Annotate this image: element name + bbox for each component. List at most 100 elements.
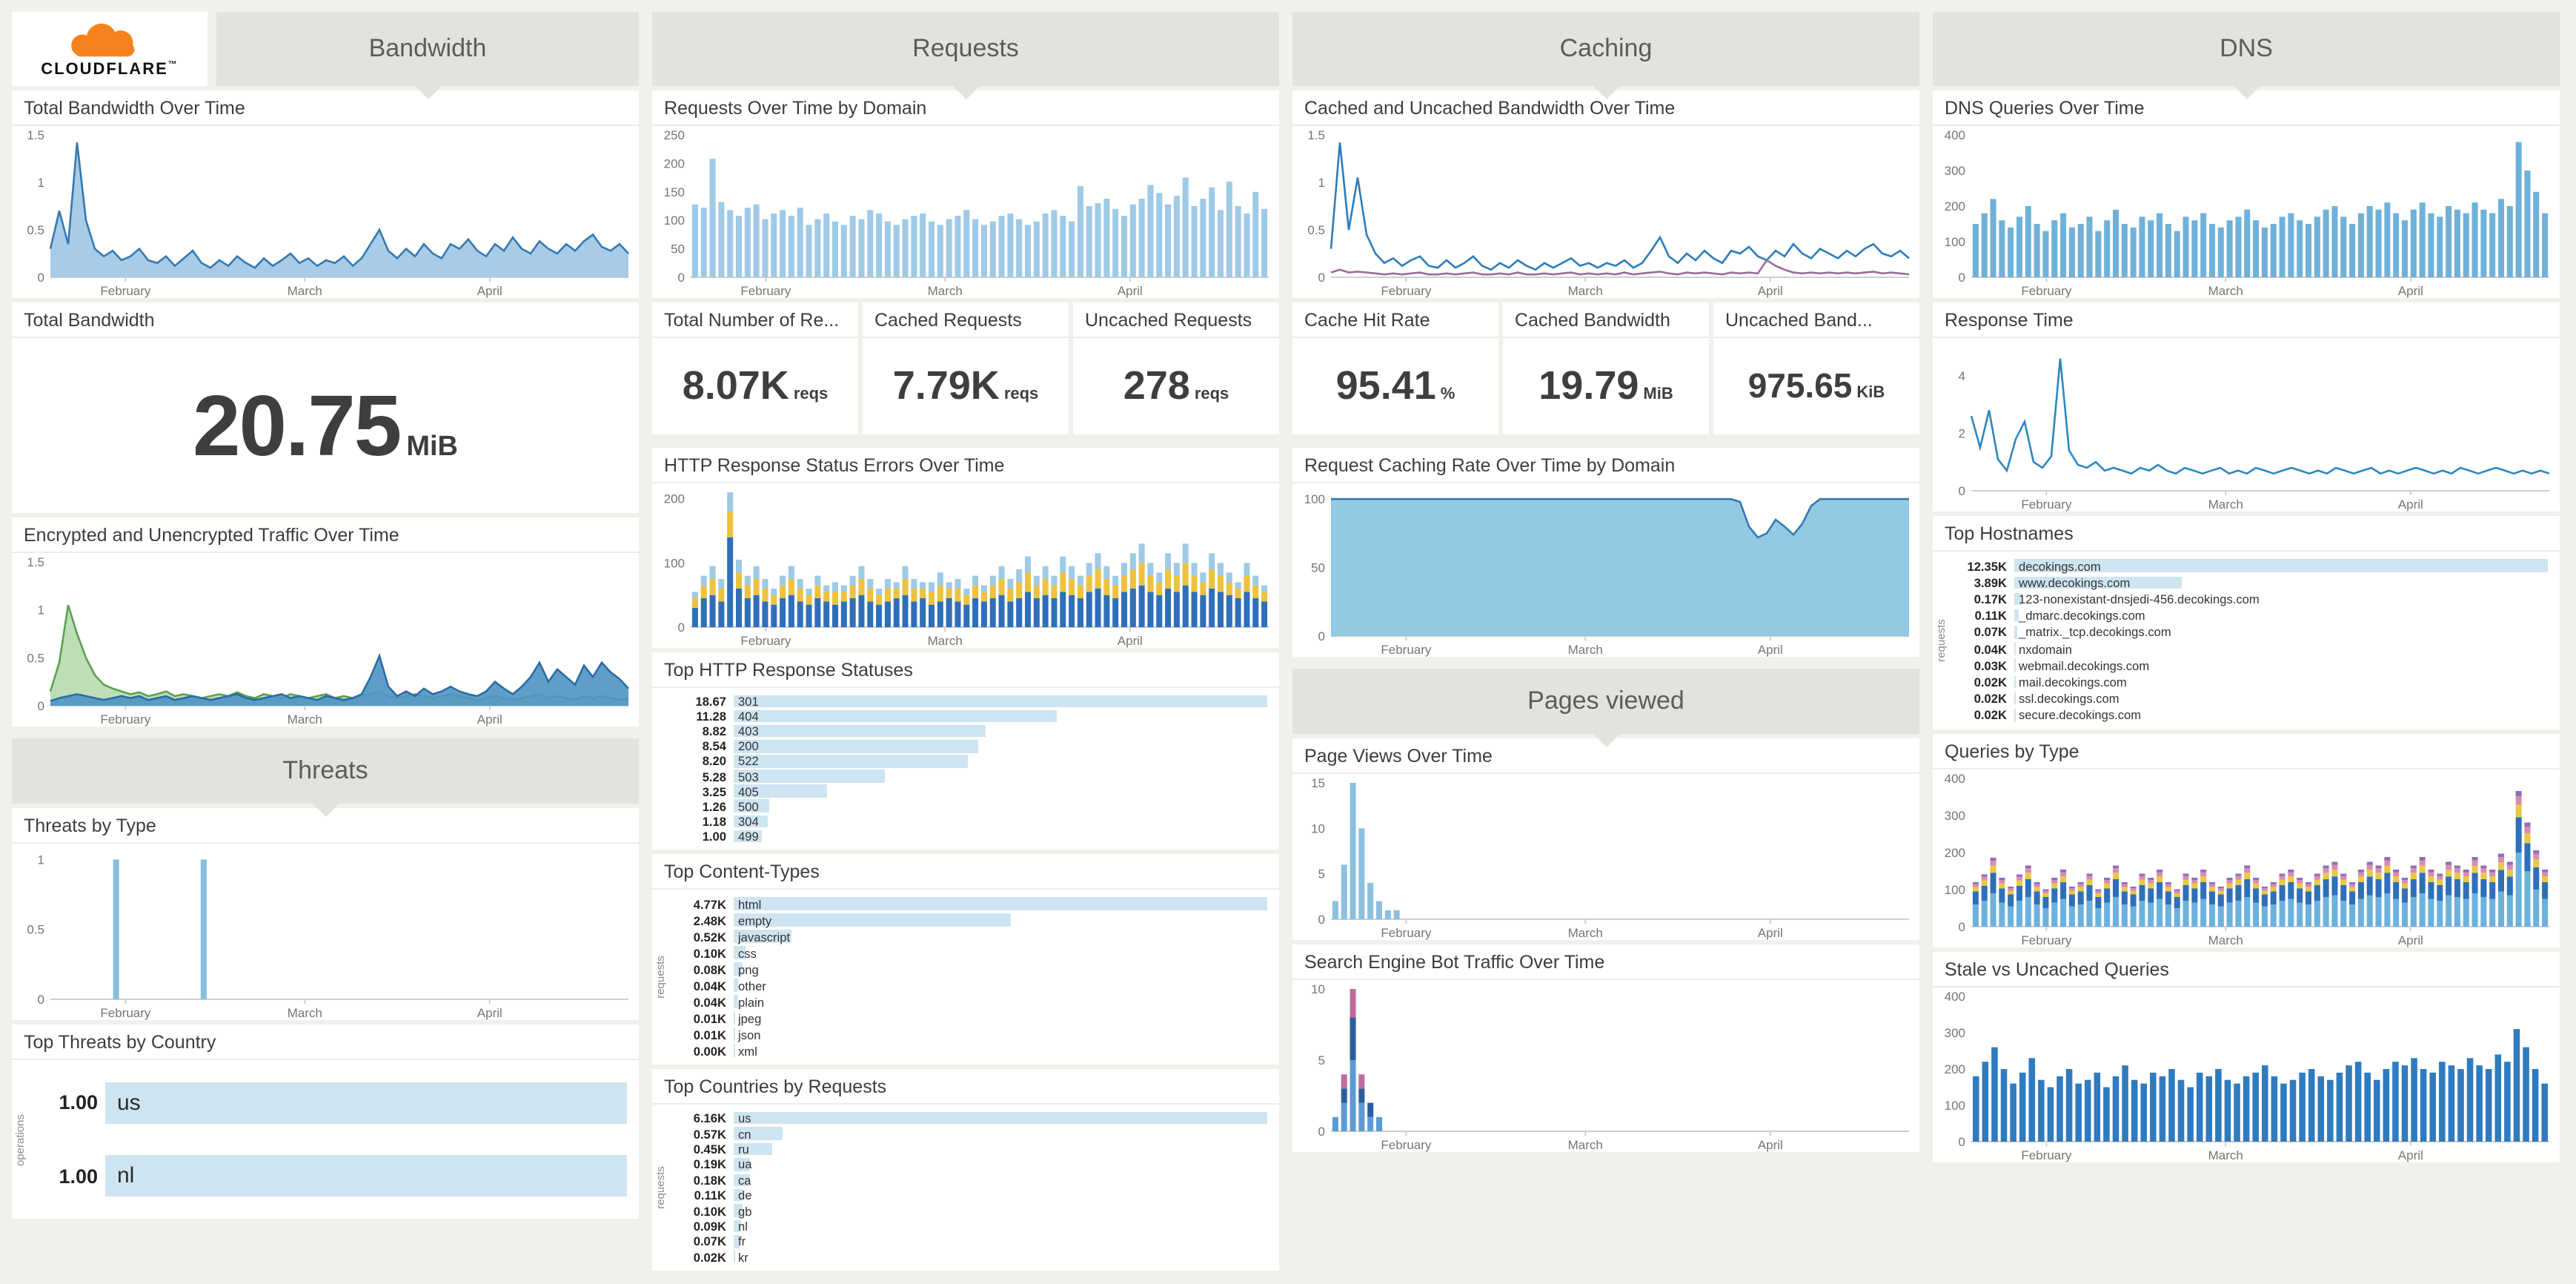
section-header-pages-viewed[interactable]: Pages viewed bbox=[1292, 669, 1919, 747]
panel-title[interactable]: Requests Over Time by Domain bbox=[652, 90, 1279, 126]
panel-title[interactable]: Top HTTP Response Statuses bbox=[652, 652, 1279, 688]
stale-vs-uncached-chart[interactable]: 0 100 200 300 400 February March April bbox=[1933, 987, 2560, 1162]
hbar-row[interactable]: 0.02K kr bbox=[673, 1249, 1267, 1264]
panel-title[interactable]: HTTP Response Status Errors Over Time bbox=[652, 448, 1279, 483]
panel-title[interactable]: Threats by Type bbox=[12, 808, 639, 844]
panel-title[interactable]: Cached Bandwidth bbox=[1503, 302, 1709, 338]
hbar-row[interactable]: 0.02K mail.decokings.com bbox=[1953, 675, 2548, 689]
hbar-row[interactable]: 8.20 522 bbox=[673, 754, 1267, 769]
cached-requests-value: 7.79K reqs bbox=[863, 338, 1069, 434]
svg-text:March: March bbox=[2208, 497, 2243, 512]
hbar-bar bbox=[734, 1250, 736, 1263]
hbar-row[interactable]: 3.89K www.decokings.com bbox=[1953, 575, 2548, 590]
hbar-row[interactable]: 0.19K ua bbox=[673, 1157, 1267, 1172]
hbar-row[interactable]: 0.03K webmail.decokings.com bbox=[1953, 658, 2548, 672]
requests-by-domain-chart[interactable]: 0 50 100 150 200 250 February March April bbox=[652, 126, 1279, 298]
panel-title[interactable]: Top Countries by Requests bbox=[652, 1069, 1279, 1105]
panel-title[interactable]: Total Bandwidth bbox=[12, 302, 639, 338]
panel-title[interactable]: Request Caching Rate Over Time by Domain bbox=[1292, 448, 1919, 483]
hbar-row[interactable]: 0.04K nxdomain bbox=[1953, 641, 2548, 656]
panel-title[interactable]: Cached and Uncached Bandwidth Over Time bbox=[1292, 90, 1919, 126]
hbar-label: 301 bbox=[738, 694, 759, 709]
panel-title[interactable]: Top Threats by Country bbox=[12, 1025, 639, 1060]
hbar-row[interactable]: 0.04K other bbox=[673, 978, 1267, 993]
hbar-value: 0.02K bbox=[693, 1249, 726, 1265]
hbar-row[interactable]: 5.28 503 bbox=[673, 769, 1267, 784]
panel-title[interactable]: Total Bandwidth Over Time bbox=[12, 90, 639, 126]
hbar-row[interactable]: 0.11K de bbox=[673, 1188, 1267, 1202]
panel-title[interactable]: Uncached Band... bbox=[1713, 302, 1919, 338]
section-header-caching[interactable]: Caching bbox=[1292, 12, 1919, 99]
panel-title[interactable]: DNS Queries Over Time bbox=[1933, 90, 2560, 126]
hbar-row[interactable]: 0.01K json bbox=[673, 1027, 1267, 1042]
panel-title[interactable]: Cached Requests bbox=[863, 302, 1069, 338]
panel-title[interactable]: Search Engine Bot Traffic Over Time bbox=[1292, 944, 1919, 980]
hbar-row[interactable]: 4.77K html bbox=[673, 896, 1267, 911]
hbar-row[interactable]: 0.57K cn bbox=[673, 1126, 1267, 1141]
cached-uncached-bandwidth-chart[interactable]: 0 0.5 1 1.5 February March April bbox=[1292, 126, 1919, 298]
section-header-dns[interactable]: DNS bbox=[1933, 12, 2560, 99]
section-header-threats[interactable]: Threats bbox=[12, 738, 639, 817]
panel-title[interactable]: Cache Hit Rate bbox=[1292, 302, 1498, 338]
hbar-value: 1.00 bbox=[702, 828, 726, 844]
hbar-row[interactable]: 11.28 404 bbox=[673, 709, 1267, 724]
search-bot-traffic-chart[interactable]: 0 5 10 February March April bbox=[1292, 980, 1919, 1152]
encrypted-traffic-chart[interactable]: 0 0.5 1 1.5 February March April bbox=[12, 553, 639, 727]
hbar-row[interactable]: 8.54 200 bbox=[673, 739, 1267, 754]
caching-rate-chart[interactable]: 0 50 100 February March April bbox=[1292, 483, 1919, 657]
dns-queries-chart[interactable]: 0 100 200 300 400 February March April bbox=[1933, 126, 2560, 298]
hbar-track: nxdomain bbox=[2014, 641, 2548, 656]
hbar-row[interactable]: 0.52K javascript bbox=[673, 929, 1267, 944]
hbar-row[interactable]: 1.18 304 bbox=[673, 814, 1267, 829]
hbar-row[interactable]: 0.00K xml bbox=[673, 1043, 1267, 1058]
hbar-row[interactable]: 0.04K plain bbox=[673, 994, 1267, 1009]
hbar-row[interactable]: 1.00 nl bbox=[33, 1148, 627, 1205]
hbar-bar bbox=[734, 1220, 742, 1233]
hbar-row[interactable]: 1.00 499 bbox=[673, 829, 1267, 844]
hbar-value: 0.02K bbox=[1974, 707, 2007, 723]
panel-title[interactable]: Encrypted and Unencrypted Traffic Over T… bbox=[12, 517, 639, 553]
http-errors-chart[interactable]: 0 100 200 February March April bbox=[652, 483, 1279, 648]
panel-title[interactable]: Top Content-Types bbox=[652, 854, 1279, 890]
panel-title[interactable]: Stale vs Uncached Queries bbox=[1933, 952, 2560, 987]
hbar-row[interactable]: 0.07K _matrix._tcp.decokings.com bbox=[1953, 625, 2548, 640]
hbar-row[interactable]: 6.16K us bbox=[673, 1111, 1267, 1125]
hbar-bar bbox=[734, 724, 986, 738]
hbar-row[interactable]: 0.11K _dmarc.decokings.com bbox=[1953, 608, 2548, 623]
queries-by-type-chart[interactable]: 0 100 200 300 400 February March April bbox=[1933, 770, 2560, 947]
total-bandwidth-over-time-chart[interactable]: 0 0.5 1 1.5 February March April bbox=[12, 126, 639, 298]
hbar-row[interactable]: 0.07K fr bbox=[673, 1234, 1267, 1249]
response-time-chart[interactable]: 0 2 4 February March April bbox=[1933, 338, 2560, 512]
hbar-row[interactable]: 2.48K empty bbox=[673, 913, 1267, 927]
panel-title[interactable]: Top Hostnames bbox=[1933, 516, 2560, 552]
hbar-row[interactable]: 1.26 500 bbox=[673, 798, 1267, 813]
hbar-row[interactable]: 3.25 405 bbox=[673, 784, 1267, 798]
hbar-row[interactable]: 0.02K secure.decokings.com bbox=[1953, 708, 2548, 723]
hbar-bar bbox=[734, 1011, 736, 1025]
cloudflare-logo[interactable]: CLOUDFLARE™ bbox=[12, 12, 208, 86]
section-header-bandwidth[interactable]: Bandwidth bbox=[216, 12, 639, 99]
hbar-row[interactable]: 1.00 us bbox=[33, 1075, 627, 1131]
hbar-row[interactable]: 0.45K ru bbox=[673, 1142, 1267, 1156]
hbar-row[interactable]: 0.02K ssl.decokings.com bbox=[1953, 691, 2548, 706]
hbar-row[interactable]: 12.35K decokings.com bbox=[1953, 558, 2548, 573]
cached-bandwidth-value: 19.79 MiB bbox=[1503, 338, 1709, 434]
hbar-row[interactable]: 0.08K png bbox=[673, 962, 1267, 976]
hbar-row[interactable]: 0.18K ca bbox=[673, 1173, 1267, 1188]
hbar-row[interactable]: 0.01K jpeg bbox=[673, 1010, 1267, 1025]
hbar-row[interactable]: 18.67 301 bbox=[673, 694, 1267, 709]
hbar-track: ua bbox=[734, 1157, 1267, 1172]
page-views-chart[interactable]: 0 5 10 15 February March April bbox=[1292, 774, 1919, 940]
panel-title[interactable]: Response Time bbox=[1933, 302, 2560, 338]
hbar-row[interactable]: 0.10K css bbox=[673, 945, 1267, 960]
hbar-row[interactable]: 0.10K gb bbox=[673, 1203, 1267, 1218]
hbar-row[interactable]: 0.17K 123-nonexistant-dnsjedi-456.decokin… bbox=[1953, 592, 2548, 606]
panel-title[interactable]: Total Number of Re... bbox=[652, 302, 858, 338]
section-header-requests[interactable]: Requests bbox=[652, 12, 1279, 99]
threats-by-type-chart[interactable]: 0 0.5 1 February March April bbox=[12, 844, 639, 1020]
panel-title[interactable]: Queries by Type bbox=[1933, 734, 2560, 770]
panel-title[interactable]: Page Views Over Time bbox=[1292, 738, 1919, 774]
panel-title[interactable]: Uncached Requests bbox=[1073, 302, 1279, 338]
hbar-row[interactable]: 0.09K nl bbox=[673, 1219, 1267, 1234]
hbar-row[interactable]: 8.82 403 bbox=[673, 724, 1267, 738]
